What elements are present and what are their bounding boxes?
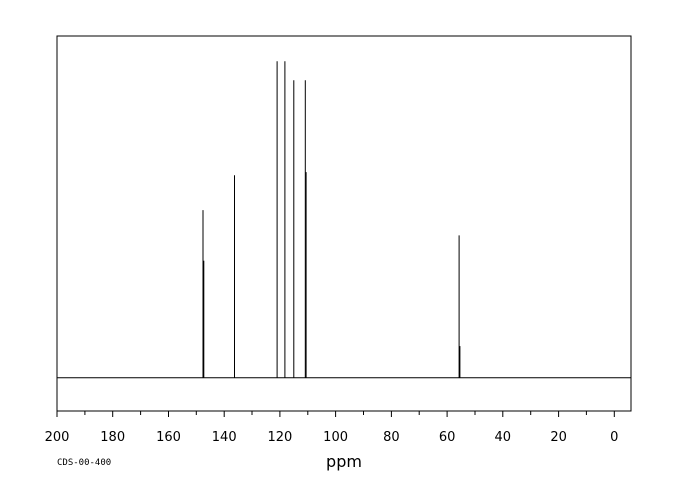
plot-frame [56, 35, 632, 412]
x-axis-label: ppm [326, 452, 362, 471]
x-tick-label: 20 [550, 430, 567, 445]
x-tick-label: 100 [323, 430, 348, 445]
spectrum-code-label: CDS-00-400 [57, 458, 111, 468]
x-tick-label: 200 [45, 430, 70, 445]
x-tick-label: 60 [439, 430, 456, 445]
x-tick-label: 180 [100, 430, 125, 445]
x-tick-label: 140 [212, 430, 237, 445]
peaks-layer [202, 61, 461, 378]
x-tick-label: 0 [610, 430, 618, 445]
x-tick-label: 160 [156, 430, 181, 445]
x-tick-label: 120 [267, 430, 292, 445]
x-tick-label: 80 [383, 430, 400, 445]
x-tick-label: 40 [495, 430, 512, 445]
x-axis-ticks: 200 180 160 140 120 100 80 60 40 20 0 [45, 411, 618, 445]
